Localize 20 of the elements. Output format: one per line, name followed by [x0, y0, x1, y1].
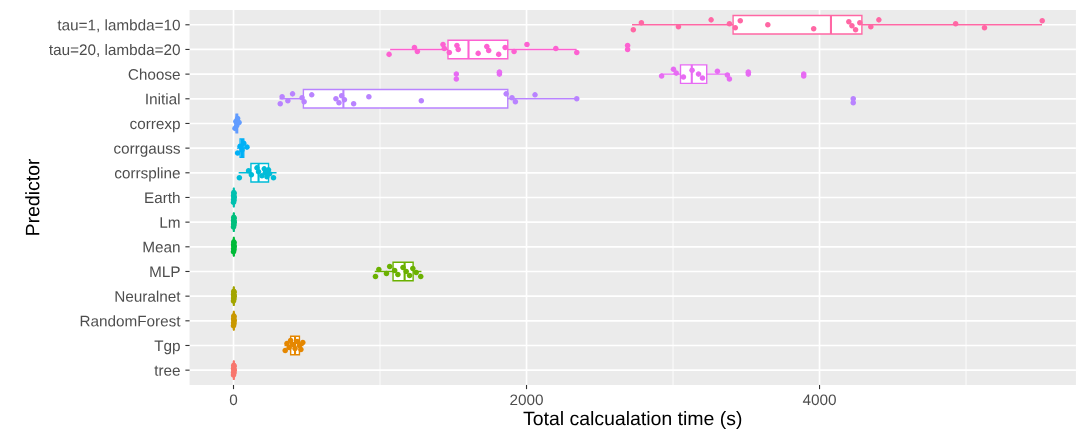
y-axis-title: Predictor: [25, 158, 40, 235]
y-tick-label: Tgp: [154, 340, 180, 355]
y-tick-label: corrspline: [114, 167, 180, 182]
y-tick-label: tau=1, lambda=10: [57, 19, 180, 33]
y-tick-label: correxp: [130, 120, 180, 133]
y-tick-label: Neuralnet: [115, 290, 181, 302]
y-tick-label: Earth: [145, 191, 180, 204]
y-tick-label: corrgauss: [114, 145, 180, 157]
x-tick-label: 0: [229, 394, 238, 406]
x-tick-label: 2000: [510, 394, 543, 406]
y-tick-label: tau=20, lambda=20: [49, 43, 180, 57]
y-tick-label: MLP: [150, 266, 180, 278]
y-tick-label: Choose: [128, 68, 180, 80]
x-tick-label: 4000: [802, 394, 836, 406]
y-tick-label: Mean: [143, 241, 180, 253]
y-tick-label: RandomForest: [80, 315, 181, 327]
x-axis-title: Total calcualation time (s): [523, 411, 742, 430]
y-tick-label: Lm: [160, 217, 180, 228]
y-tick-label: Initial: [146, 93, 180, 105]
y-tick-label: tree: [154, 365, 180, 376]
